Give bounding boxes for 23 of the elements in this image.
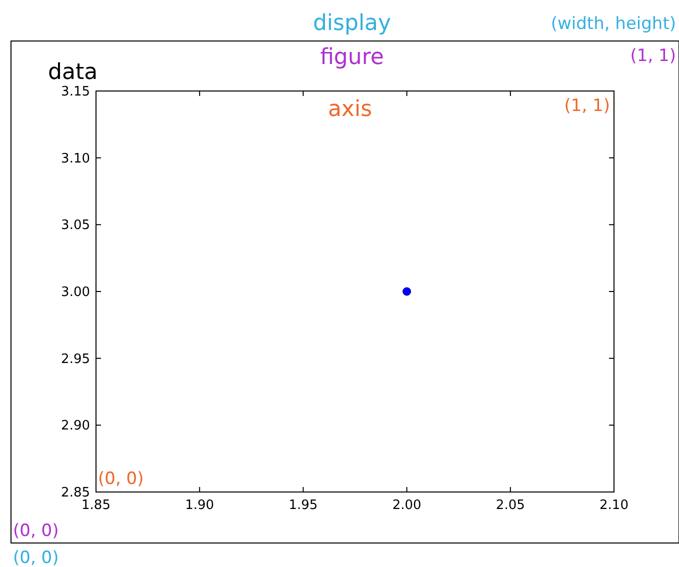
text: (0, 0) (13, 548, 59, 567)
x-tick-label: 2.00 (392, 498, 422, 513)
annotation: (1, 1) (564, 96, 610, 116)
y-tick-label: 2.90 (61, 418, 90, 434)
text: figure (320, 45, 384, 70)
y-tick-label: 3.15 (61, 84, 90, 100)
text: display (312, 11, 392, 36)
y-tick-label: 2.95 (61, 352, 90, 367)
x-tick-label: 2.05 (496, 498, 525, 513)
text: (1, 1) (630, 46, 676, 66)
text: data (48, 60, 98, 85)
text: (0, 0) (13, 521, 59, 541)
y-tick-label: 3.00 (61, 285, 90, 300)
x-tick-label: 1.90 (185, 498, 214, 513)
annotation: axis (328, 97, 372, 122)
x-tick-label: 1.85 (82, 498, 110, 513)
annotation: (0, 0) (98, 469, 144, 489)
x-tick-label: 2.10 (600, 498, 628, 513)
y-tick-label: 2.85 (61, 486, 90, 500)
text: (width, height) (550, 14, 676, 34)
y-tick-label: 3.10 (61, 151, 90, 166)
y-tick-label: 3.05 (61, 218, 90, 234)
x-tick-label: 1.95 (288, 498, 318, 513)
